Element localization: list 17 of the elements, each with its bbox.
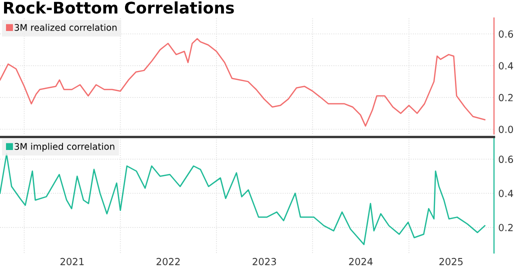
legend-label: 3M realized correlation xyxy=(14,24,117,31)
y-tick-label: 0.4 xyxy=(498,190,514,198)
x-tick-label: 2021 xyxy=(60,258,84,266)
line-series xyxy=(0,38,486,127)
y-tick-label: 0.4 xyxy=(498,62,514,70)
legend-label: 3M implied correlation xyxy=(14,142,114,152)
y-tick-label: 0.2 xyxy=(498,94,513,102)
y-tick-label: 0.6 xyxy=(498,156,514,164)
x-tick-label: 2023 xyxy=(252,258,276,266)
y-tick-label: 0.0 xyxy=(498,126,513,134)
x-tick-label: 2024 xyxy=(349,258,373,266)
line-series xyxy=(0,153,486,246)
y-tick-label: 0.6 xyxy=(498,30,514,38)
chart-title: Rock-Bottom Correlations xyxy=(4,1,234,14)
x-tick-label: 2025 xyxy=(439,258,463,266)
y-tick-label: 0.2 xyxy=(498,224,513,232)
x-tick-label: 2022 xyxy=(156,258,180,266)
